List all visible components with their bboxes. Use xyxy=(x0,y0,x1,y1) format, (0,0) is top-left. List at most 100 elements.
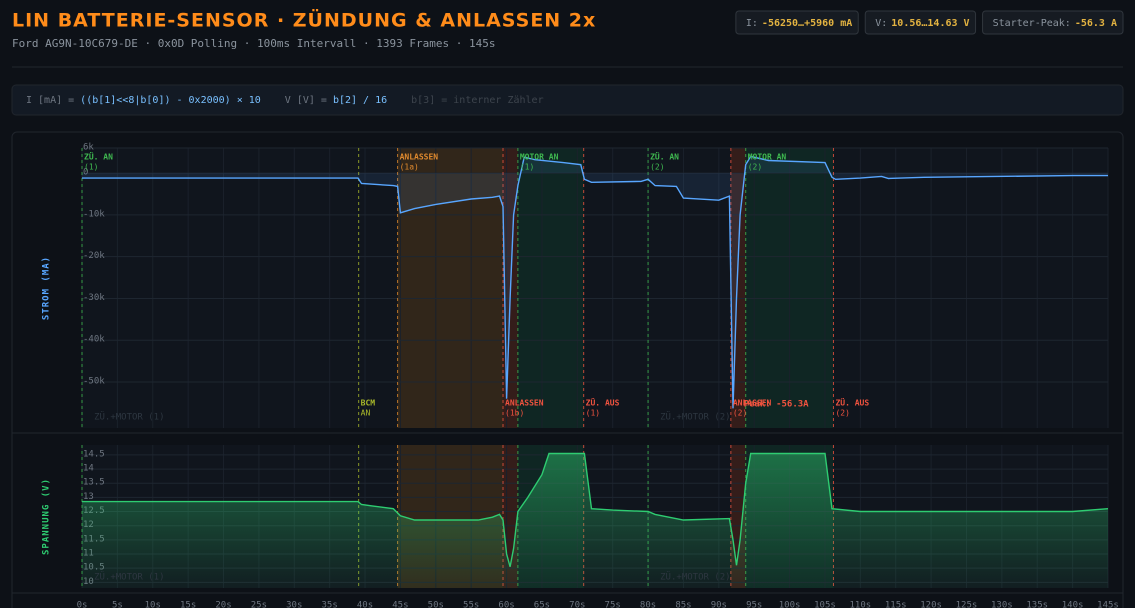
badge-text: Starter-Peak: -56.3 A xyxy=(993,18,1117,29)
x-tick-label: 45s xyxy=(392,601,408,608)
event-label: MOTOR AN xyxy=(520,153,559,162)
badge-label: I: xyxy=(746,18,758,29)
x-tick-label: 80s xyxy=(640,601,656,608)
x-tick-label: 50s xyxy=(428,601,444,608)
y-tick-label: 0 xyxy=(83,168,88,178)
x-tick-label: 130s xyxy=(991,601,1013,608)
x-tick-label: 105s xyxy=(814,601,836,608)
x-tick-label: 25s xyxy=(251,601,267,608)
series-area xyxy=(82,453,1108,588)
x-tick-label: 90s xyxy=(711,601,727,608)
title: LIN BATTERIE-SENSOR · ZÜNDUNG & ANLASSEN… xyxy=(12,8,596,32)
event-sub: (2) xyxy=(733,409,747,418)
event-label: ZÜ. AUS xyxy=(586,398,620,408)
event-label: MOTOR AN xyxy=(748,153,787,162)
event-sub: (1a) xyxy=(400,163,419,172)
x-tick-label: 10s xyxy=(145,601,161,608)
annotation: Peak: -56.3A xyxy=(744,399,810,409)
x-tick-label: 75s xyxy=(605,601,621,608)
phase-label: ZÜ.+MOTOR (1) xyxy=(94,412,164,423)
badge-label: V: xyxy=(875,18,887,29)
x-tick-label: 85s xyxy=(675,601,691,608)
x-tick-label: 35s xyxy=(322,601,338,608)
phase-label: ZÜ.+MOTOR (2) xyxy=(660,572,730,583)
y-tick-label: 14 xyxy=(83,464,94,474)
x-tick-label: 120s xyxy=(920,601,942,608)
badge-text: I: -56250…+5960 mA xyxy=(746,18,852,29)
y-tick-label: 13.5 xyxy=(83,478,105,488)
y-axis-title: STROM (MA) xyxy=(42,256,52,320)
event-sub: AN xyxy=(361,409,371,418)
badge-box xyxy=(864,10,977,35)
formula: I [mA] = ((b[1]<<8|b[0]) - 0x2000) × 10 V … xyxy=(26,95,544,106)
event-label: BCM xyxy=(361,399,376,408)
x-tick-label: 135s xyxy=(1026,601,1048,608)
formula-v: b[2] / 16 xyxy=(333,95,387,106)
badge-value: 10.56…14.63 V xyxy=(891,18,969,29)
badge: V: 10.56…14.63 V xyxy=(864,10,977,35)
event-sub: (1b) xyxy=(505,409,524,418)
badge: Starter-Peak: -56.3 A xyxy=(982,10,1124,35)
formula-note: b[3] = interner Zähler xyxy=(411,95,543,106)
x-tick-label: 60s xyxy=(498,601,514,608)
y-tick-label: -40k xyxy=(83,335,105,345)
x-tick-label: 95s xyxy=(746,601,762,608)
event-sub: (2) xyxy=(650,163,664,172)
formula-v-label: V [V] = xyxy=(285,95,327,106)
x-tick-label: 20s xyxy=(215,601,231,608)
badge-box xyxy=(735,10,859,35)
y-tick-label: -50k xyxy=(83,377,105,387)
event-label: ZÜ. AUS xyxy=(835,398,869,408)
x-tick-label: 110s xyxy=(850,601,872,608)
event-sub: (2) xyxy=(748,163,762,172)
badge-value: -56.3 A xyxy=(1075,18,1117,29)
event-label: ZÜ. AN xyxy=(650,152,679,162)
badge-text: V: 10.56…14.63 V xyxy=(875,18,969,29)
y-axis-title: SPANNUNG (V) xyxy=(42,478,52,555)
event-sub: (1) xyxy=(586,409,600,418)
event-label: ANLASSEN xyxy=(733,399,772,408)
x-tick-label: 140s xyxy=(1062,601,1084,608)
y-tick-label: 6k xyxy=(83,143,94,153)
event-label: ANLASSEN xyxy=(505,399,544,408)
x-tick-label: 70s xyxy=(569,601,585,608)
event-sub: (2) xyxy=(835,409,849,418)
phase-label: ZÜ.+MOTOR (1) xyxy=(94,572,164,583)
x-tick-label: 55s xyxy=(463,601,479,608)
badge: I: -56250…+5960 mA xyxy=(735,10,859,35)
event-label: ZÜ. AN xyxy=(84,152,113,162)
phase-label: ZÜ.+MOTOR (2) xyxy=(660,412,730,423)
x-tick-label: 125s xyxy=(956,601,978,608)
y-tick-label: 13 xyxy=(83,492,94,502)
x-tick-label: 30s xyxy=(286,601,302,608)
y-tick-label: 14.5 xyxy=(83,449,105,459)
x-tick-label: 100s xyxy=(779,601,801,608)
x-tick-label: 115s xyxy=(885,601,907,608)
subtitle: Ford AG9N-10C679-DE · 0x0D Polling · 100… xyxy=(12,37,495,50)
y-tick-label: -20k xyxy=(83,251,105,261)
x-tick-label: 40s xyxy=(357,601,373,608)
phase-region xyxy=(517,148,584,428)
formula-i-label: I [mA] = xyxy=(26,95,74,106)
x-tick-label: 0s xyxy=(77,601,88,608)
event-sub: (1) xyxy=(84,163,98,172)
x-tick-label: 5s xyxy=(112,601,123,608)
badge-value: -56250…+5960 mA xyxy=(762,18,852,29)
badge-box xyxy=(982,10,1124,35)
formula-i: ((b[1]<<8|b[0]) - 0x2000) × 10 xyxy=(80,95,261,106)
y-tick-label: -30k xyxy=(83,293,105,303)
event-sub: (1) xyxy=(520,163,534,172)
x-tick-label: 145s xyxy=(1097,601,1119,608)
series-line xyxy=(82,155,1108,409)
badge-label: Starter-Peak: xyxy=(993,18,1071,29)
y-tick-label: -10k xyxy=(83,209,105,219)
x-tick-label: 65s xyxy=(534,601,550,608)
formula-box xyxy=(11,84,1124,116)
series-line xyxy=(82,452,1109,567)
phase-region xyxy=(397,148,504,428)
event-label: ANLASSEN xyxy=(400,153,439,162)
x-tick-label: 15s xyxy=(180,601,196,608)
plot-area xyxy=(82,148,1108,428)
